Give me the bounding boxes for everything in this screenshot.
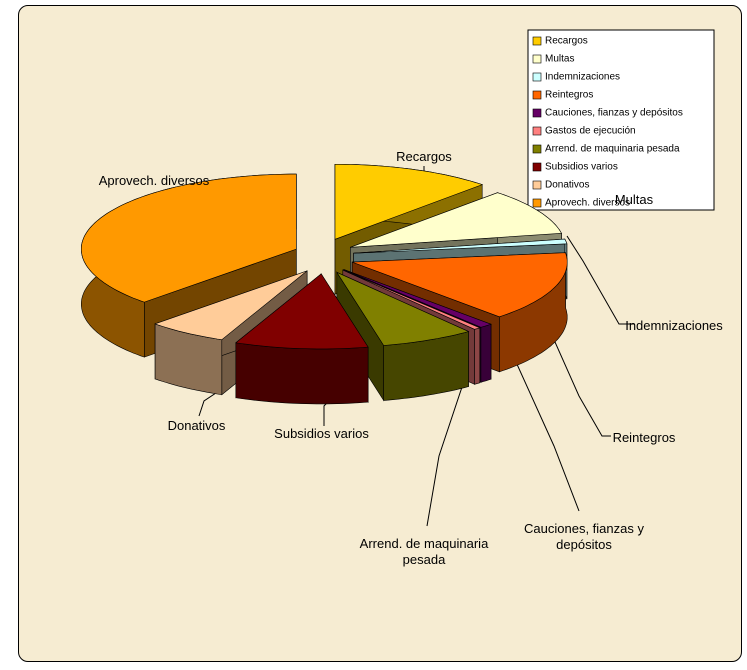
- slice: [343, 269, 492, 328]
- legend-label: Gastos de ejecución: [545, 126, 636, 137]
- chart-frame: Recargos Multas Indemnizaciones Reintegros C…: [18, 5, 742, 662]
- legend-swatch: [532, 54, 542, 64]
- slice-wall: [480, 323, 492, 383]
- legend-swatch: [532, 126, 542, 136]
- pie: [80, 164, 568, 405]
- slice: [353, 238, 568, 254]
- legend: Recargos Multas Indemnizaciones Reintegros C…: [527, 29, 715, 211]
- legend-label: Multas: [545, 54, 574, 65]
- legend-label: Recargos: [545, 36, 588, 47]
- leader-line: [566, 235, 634, 325]
- leader-line: [426, 365, 470, 527]
- legend-label: Cauciones, fianzas y depósitos: [545, 108, 683, 119]
- legend-label: Subsidios varios: [545, 162, 618, 173]
- data-label: Indemnizaciones: [625, 318, 723, 333]
- legend-swatch: [532, 198, 542, 208]
- legend-label: Indemnizaciones: [545, 72, 620, 83]
- legend-swatch: [532, 90, 542, 100]
- slice: [334, 164, 484, 240]
- slice-wall: [474, 327, 481, 385]
- legend-label: Arrend. de maquinaria pesada: [545, 144, 680, 155]
- data-label: Subsidios varios: [274, 426, 369, 441]
- legend-swatch: [532, 144, 542, 154]
- chart: Recargos Multas Indemnizaciones Reintegros C…: [80, 29, 715, 527]
- legend-label: Reintegros: [545, 90, 593, 101]
- leader-line: [538, 305, 611, 437]
- legend-swatch: [532, 72, 542, 82]
- data-label: Reintegros: [612, 430, 676, 445]
- data-label: Donativos: [167, 418, 226, 433]
- data-label: Cauciones, fianzas y depósitos: [524, 521, 644, 552]
- slice: [352, 252, 568, 318]
- data-label: Recargos: [396, 149, 452, 164]
- legend-box: [527, 29, 715, 211]
- slice: [342, 269, 481, 330]
- slice: [336, 271, 470, 346]
- slice: [350, 192, 563, 248]
- slice-wall: [235, 342, 369, 405]
- legend-swatch: [532, 180, 542, 190]
- legend-label: Aprovech. diversos: [545, 198, 630, 209]
- slice: [235, 273, 369, 350]
- slice: [80, 173, 297, 303]
- legend-swatch: [532, 162, 542, 172]
- slice: [154, 270, 308, 341]
- legend-swatch: [532, 36, 542, 46]
- legend-swatch: [532, 108, 542, 118]
- legend-label: Donativos: [545, 180, 589, 191]
- leader-line: [510, 350, 580, 512]
- data-label: Multas: [614, 192, 654, 207]
- data-label: Arrend. de maquinaria pesada: [359, 536, 489, 567]
- data-label: Aprovech. diversos: [98, 173, 210, 188]
